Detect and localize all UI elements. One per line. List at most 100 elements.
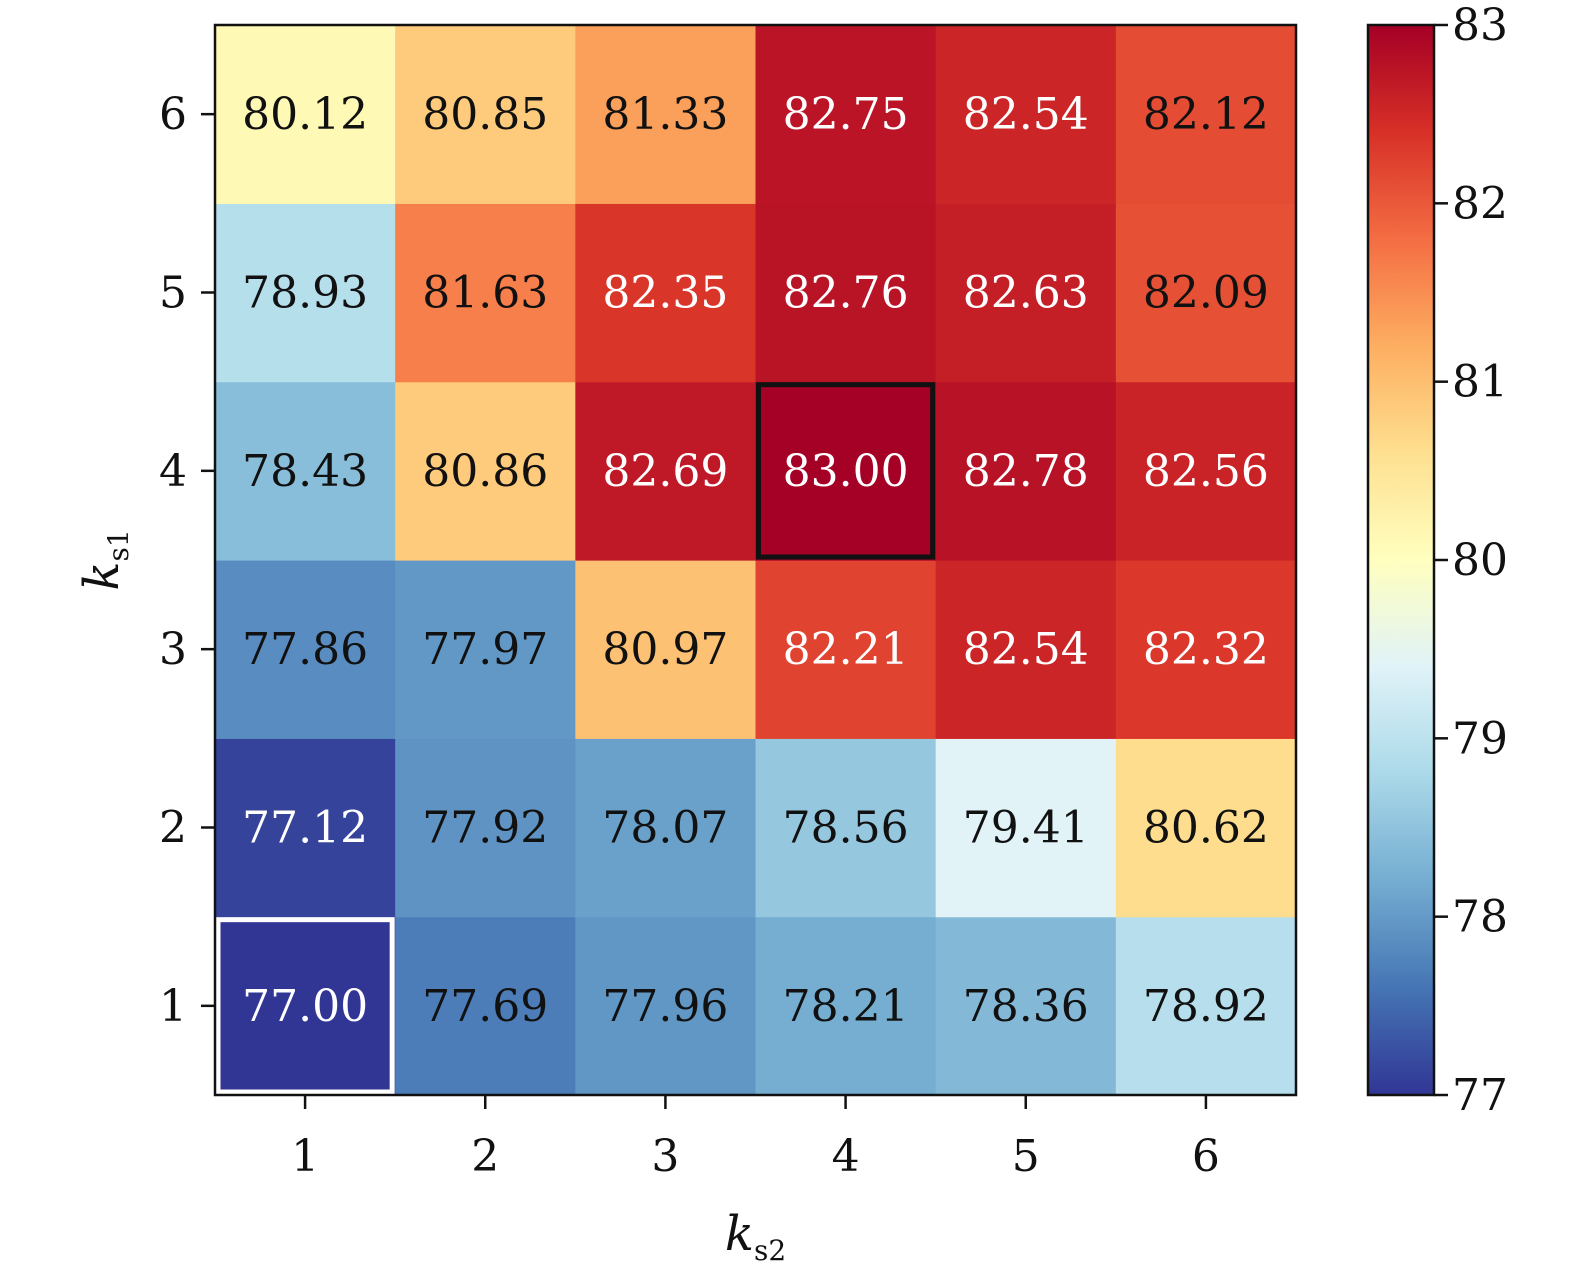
cell-value-label: 82.78: [963, 446, 1089, 497]
colorbar-tick-label: 79: [1452, 713, 1508, 764]
cell-value-label: 78.36: [963, 981, 1089, 1032]
cell-value-label: 80.12: [242, 89, 368, 140]
highlight-box: [756, 382, 936, 560]
cell-value-label: 83.00: [783, 446, 909, 497]
heatmap-cell: [755, 738, 937, 918]
heatmap-cell: [395, 381, 576, 561]
y-axis-label-main: k: [74, 562, 130, 591]
heatmap-cell: [215, 203, 396, 383]
cell-value-label: 82.76: [783, 268, 909, 319]
cell-value-label: 82.69: [602, 446, 728, 497]
highlight-box: [215, 917, 395, 1095]
heatmap-cell: [1115, 381, 1297, 561]
x-axis-label-sub: s2: [754, 1234, 786, 1267]
cell-value-label: 77.00: [242, 981, 368, 1032]
cell-value-label: 82.35: [602, 268, 728, 319]
cell-value-label: 79.41: [963, 803, 1089, 854]
colorbar-ticks: 77 78 79 80 81 82 83: [1434, 0, 1508, 1121]
colorbar-tick-label: 80: [1452, 535, 1508, 586]
heatmap-cell: [1115, 560, 1297, 739]
colorbar-tick-label: 81: [1452, 357, 1508, 408]
heatmap-cell: [575, 25, 757, 204]
heatmap-cell: [935, 203, 1117, 383]
cell-value-label: 80.86: [422, 446, 548, 497]
x-axis-label: ks2: [725, 1206, 786, 1267]
y-tick-label: 1: [159, 981, 187, 1032]
colorbar-gradient: [1366, 23, 1436, 1097]
heatmap-cell: [575, 738, 757, 918]
cell-value-label: 78.21: [783, 981, 909, 1032]
x-axis: 1 2 3 4 5 6: [291, 1095, 1220, 1182]
x-tick-label: 3: [651, 1131, 679, 1182]
heatmap-cell: [395, 25, 576, 204]
y-tick-label: 3: [159, 624, 187, 675]
cell-value-label: 80.85: [422, 89, 548, 140]
heatmap-cell: [215, 738, 396, 918]
y-axis-label: ks1: [74, 529, 135, 590]
y-axis-label-sub: s1: [102, 529, 135, 561]
heatmap-cell: [1115, 916, 1297, 1096]
colorbar-tick-label: 77: [1452, 1070, 1508, 1121]
cell-value-label: 77.86: [242, 624, 368, 675]
cell-value-label: 78.43: [242, 446, 368, 497]
heatmap-cell: [1115, 203, 1297, 383]
heatmap-cell: [935, 916, 1117, 1096]
heatmap-cell: [395, 738, 576, 918]
heatmap-cells: 77.00 77.69 77.96 78.21 78.36 78.92 77.12 77.92…: [215, 25, 1297, 1096]
heatmap-cell: [575, 560, 757, 739]
heatmap-cell: [575, 381, 757, 561]
heatmap-cell: [575, 203, 757, 383]
x-tick-label: 1: [291, 1131, 319, 1182]
heatmap-cell: [935, 738, 1117, 918]
y-tick-label: 2: [159, 803, 187, 854]
colorbar: 77 78 79 80 81 82 83: [1366, 0, 1508, 1121]
x-tick-label: 2: [471, 1131, 499, 1182]
colorbar-tick-label: 83: [1452, 0, 1508, 51]
cell-value-label: 78.56: [783, 803, 909, 854]
heatmap-cell: [215, 560, 396, 739]
cell-value-label: 82.54: [963, 624, 1089, 675]
y-tick-label: 5: [159, 268, 187, 319]
heatmap-cell: [755, 381, 937, 561]
heatmap-cell: [935, 560, 1117, 739]
heatmap-cell: [935, 25, 1117, 204]
cell-value-label: 82.75: [783, 89, 909, 140]
y-axis: 1 2 3 4 5 6: [159, 89, 215, 1032]
heatmap-cell: [215, 381, 396, 561]
heatmap-cell: [395, 203, 576, 383]
cell-value-label: 82.21: [783, 624, 909, 675]
plot-frame: [213, 23, 1298, 1097]
heatmap-cell: [755, 25, 937, 204]
cell-value-label: 82.32: [1143, 624, 1269, 675]
y-tick-label: 6: [159, 89, 187, 140]
highlight-boxes: [215, 382, 936, 1095]
cell-value-label: 82.54: [963, 89, 1089, 140]
heatmap-cell: [395, 916, 576, 1096]
colorbar-tick-label: 82: [1452, 178, 1508, 229]
cell-value-label: 81.63: [422, 268, 548, 319]
heatmap-cell: [215, 25, 396, 204]
cell-value-label: 82.12: [1143, 89, 1269, 140]
y-tick-label: 4: [159, 446, 187, 497]
x-tick-label: 5: [1012, 1131, 1040, 1182]
heatmap-cell: [1115, 25, 1297, 204]
heatmap-cell: [1115, 738, 1297, 918]
colorbar-tick-label: 78: [1452, 892, 1508, 943]
cell-value-label: 82.63: [963, 268, 1089, 319]
heatmap-cell: [575, 916, 757, 1096]
cell-value-label: 78.07: [602, 803, 728, 854]
heatmap-cell: [935, 381, 1117, 561]
heatmap-cell: [755, 560, 937, 739]
x-tick-label: 4: [832, 1131, 860, 1182]
cell-value-label: 81.33: [602, 89, 728, 140]
heatmap-cell: [755, 203, 937, 383]
cell-value-label: 77.69: [422, 981, 548, 1032]
cell-value-label: 82.09: [1143, 268, 1269, 319]
heatmap-cell: [755, 916, 937, 1096]
cell-value-label: 77.97: [422, 624, 548, 675]
cell-value-label: 80.62: [1143, 803, 1269, 854]
cell-value-label: 77.96: [602, 981, 728, 1032]
x-tick-label: 6: [1192, 1131, 1220, 1182]
cell-value-label: 80.97: [602, 624, 728, 675]
